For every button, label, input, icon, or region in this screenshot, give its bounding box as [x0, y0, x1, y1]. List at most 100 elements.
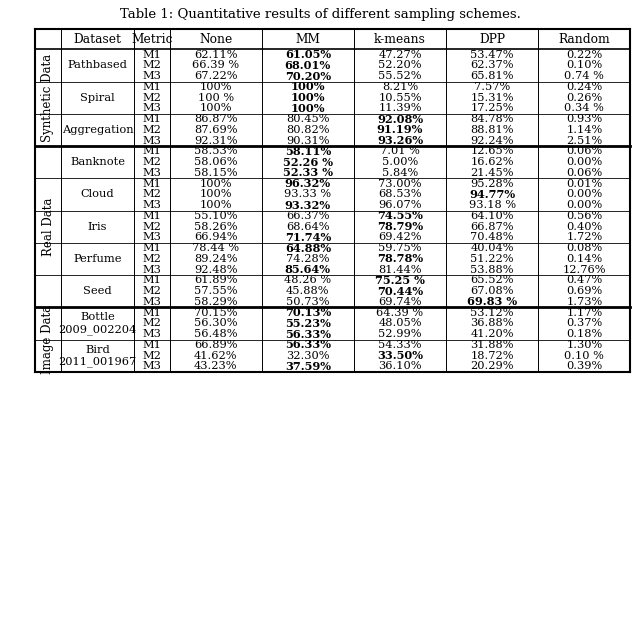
Text: 16.62%: 16.62%: [470, 157, 514, 167]
Text: 67.08%: 67.08%: [470, 286, 514, 296]
Text: 61.05%: 61.05%: [285, 49, 331, 60]
Text: 59.75%: 59.75%: [378, 243, 422, 253]
Text: 62.37%: 62.37%: [470, 60, 514, 70]
Text: M3: M3: [143, 168, 161, 178]
Text: 100%: 100%: [291, 103, 325, 114]
Text: 1.73%: 1.73%: [566, 297, 602, 307]
Text: Bird
2011_001967: Bird 2011_001967: [58, 344, 137, 367]
Text: 93.26%: 93.26%: [377, 135, 423, 146]
Text: 89.24%: 89.24%: [194, 254, 237, 264]
Text: M2: M2: [143, 157, 161, 167]
Text: 96.07%: 96.07%: [378, 200, 422, 210]
Text: 1.14%: 1.14%: [566, 125, 602, 135]
Text: 92.31%: 92.31%: [194, 136, 237, 146]
Text: 52.99%: 52.99%: [378, 329, 422, 339]
Text: 70.48%: 70.48%: [470, 232, 514, 243]
Text: 66.89%: 66.89%: [194, 340, 237, 350]
Text: 47.27%: 47.27%: [378, 50, 422, 60]
Text: M1: M1: [143, 308, 161, 317]
Text: 45.88%: 45.88%: [286, 286, 330, 296]
Text: M2: M2: [143, 93, 161, 102]
Text: Iris: Iris: [88, 221, 108, 232]
Text: Aggregation: Aggregation: [62, 125, 133, 135]
Text: 93.18 %: 93.18 %: [468, 200, 516, 210]
Text: 100%: 100%: [291, 92, 325, 103]
Text: 80.45%: 80.45%: [286, 114, 330, 124]
Text: 51.22%: 51.22%: [470, 254, 514, 264]
Text: 53.88%: 53.88%: [470, 265, 514, 275]
Text: M3: M3: [143, 297, 161, 307]
Text: M1: M1: [143, 211, 161, 221]
Text: 0.00%: 0.00%: [566, 189, 602, 200]
Text: 36.88%: 36.88%: [470, 319, 514, 328]
Text: 0.74 %: 0.74 %: [564, 71, 604, 81]
Text: 7.57%: 7.57%: [474, 82, 510, 92]
Text: M1: M1: [143, 147, 161, 156]
Text: 5.00%: 5.00%: [382, 157, 418, 167]
Text: 37.59%: 37.59%: [285, 361, 331, 372]
Text: M3: M3: [143, 71, 161, 81]
Text: M2: M2: [143, 189, 161, 200]
Text: 17.25%: 17.25%: [470, 104, 514, 113]
Text: k-means: k-means: [374, 33, 426, 45]
Text: 56.33%: 56.33%: [285, 339, 331, 351]
Text: 55.23%: 55.23%: [285, 318, 331, 329]
Text: M1: M1: [143, 340, 161, 350]
Text: 74.55%: 74.55%: [377, 211, 423, 221]
Text: 55.52%: 55.52%: [378, 71, 422, 81]
Text: M3: M3: [143, 329, 161, 339]
Text: M1: M1: [143, 243, 161, 253]
Text: 100 %: 100 %: [198, 93, 234, 102]
Text: 64.88%: 64.88%: [285, 243, 331, 253]
Text: 70.20%: 70.20%: [285, 70, 331, 82]
Text: 20.29%: 20.29%: [470, 362, 514, 371]
Text: 68.01%: 68.01%: [285, 60, 331, 71]
Text: 69.74%: 69.74%: [378, 297, 422, 307]
Text: 58.29%: 58.29%: [194, 297, 237, 307]
Text: 0.01%: 0.01%: [566, 179, 602, 189]
Text: 94.77%: 94.77%: [469, 189, 515, 200]
Text: 57.55%: 57.55%: [194, 286, 237, 296]
Text: 54.33%: 54.33%: [378, 340, 422, 350]
Text: 58.15%: 58.15%: [194, 168, 237, 178]
Text: M3: M3: [143, 104, 161, 113]
Text: 65.81%: 65.81%: [470, 71, 514, 81]
Text: 0.40%: 0.40%: [566, 221, 602, 232]
Text: 0.47%: 0.47%: [566, 275, 602, 285]
Text: 33.50%: 33.50%: [377, 350, 423, 361]
Text: 91.19%: 91.19%: [377, 124, 423, 136]
Text: 0.06%: 0.06%: [566, 168, 602, 178]
Text: 69.42%: 69.42%: [378, 232, 422, 243]
Text: 58.06%: 58.06%: [194, 157, 237, 167]
Text: 41.20%: 41.20%: [470, 329, 514, 339]
Text: 58.53%: 58.53%: [194, 147, 237, 156]
Text: 70.13%: 70.13%: [285, 307, 331, 318]
Text: 0.26%: 0.26%: [566, 93, 602, 102]
Text: 21.45%: 21.45%: [470, 168, 514, 178]
Text: Metric: Metric: [131, 33, 173, 45]
Text: 92.24%: 92.24%: [470, 136, 514, 146]
Text: 85.64%: 85.64%: [285, 264, 331, 275]
Text: M1: M1: [143, 50, 161, 60]
Text: 56.48%: 56.48%: [194, 329, 237, 339]
Text: 0.69%: 0.69%: [566, 286, 602, 296]
Text: 0.00%: 0.00%: [566, 200, 602, 210]
Text: 48.05%: 48.05%: [378, 319, 422, 328]
Text: 84.78%: 84.78%: [470, 114, 514, 124]
Text: 18.72%: 18.72%: [470, 351, 514, 361]
Text: Synthetic Data: Synthetic Data: [42, 54, 54, 141]
Text: 0.08%: 0.08%: [566, 243, 602, 253]
Text: M2: M2: [143, 254, 161, 264]
Text: M3: M3: [143, 362, 161, 371]
Text: M1: M1: [143, 82, 161, 92]
Text: 36.10%: 36.10%: [378, 362, 422, 371]
Text: 0.10%: 0.10%: [566, 60, 602, 70]
Text: 58.11%: 58.11%: [285, 146, 331, 157]
Text: Seed: Seed: [83, 286, 112, 296]
Text: 78.44 %: 78.44 %: [192, 243, 239, 253]
Text: 0.10 %: 0.10 %: [564, 351, 604, 361]
Text: 0.34 %: 0.34 %: [564, 104, 604, 113]
Text: 12.65%: 12.65%: [470, 147, 514, 156]
Text: 0.39%: 0.39%: [566, 362, 602, 371]
Text: 96.32%: 96.32%: [285, 178, 331, 189]
